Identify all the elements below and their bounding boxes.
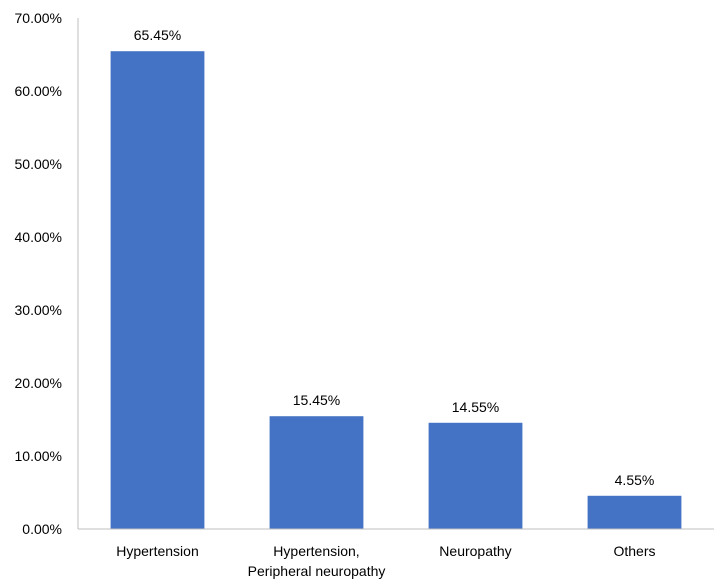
data-label: 14.55%: [452, 399, 499, 415]
y-tick-label: 70.00%: [15, 10, 62, 26]
bar: [587, 495, 682, 529]
data-label: 4.55%: [615, 472, 655, 488]
y-tick-label: 10.00%: [15, 448, 62, 464]
y-axis: 0.00% 10.00% 20.00% 30.00% 40.00% 50.00% 60.00…: [15, 10, 79, 537]
data-label: 15.45%: [293, 392, 340, 408]
bar: [269, 416, 364, 529]
bar: [110, 51, 205, 530]
x-axis: Hypertension Hypertension, Peripheral neur…: [78, 528, 714, 579]
y-tick-label: 30.00%: [15, 302, 62, 318]
y-tick-label: 60.00%: [15, 83, 62, 99]
y-tick-label: 0.00%: [22, 521, 62, 537]
x-category-label: Hypertension,: [273, 543, 359, 559]
y-tick-label: 50.00%: [15, 156, 62, 172]
bars: 65.45% 15.45% 14.55% 4.55%: [110, 27, 682, 530]
y-tick-label: 40.00%: [15, 229, 62, 245]
x-category-label: Hypertension: [116, 543, 199, 559]
data-label: 65.45%: [134, 27, 181, 43]
bar: [428, 422, 523, 529]
x-category-label: Neuropathy: [439, 543, 511, 559]
x-category-label: Peripheral neuropathy: [248, 563, 386, 579]
x-category-label: Others: [613, 543, 655, 559]
y-tick-label: 20.00%: [15, 375, 62, 391]
